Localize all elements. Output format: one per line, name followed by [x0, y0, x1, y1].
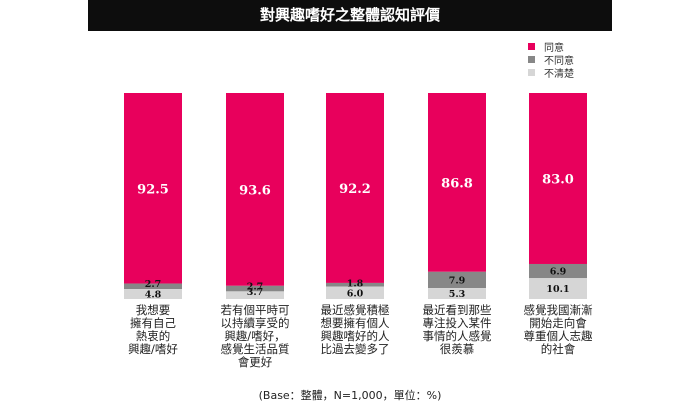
category-label: 感覺我國漸漸 開始走向會 尊重個人志趣 的社會	[523, 303, 593, 356]
legend-swatch-unsure	[528, 69, 535, 76]
data-label-agree: 92.5	[137, 182, 169, 197]
legend-item-agree: 同意	[528, 40, 574, 54]
bar-segment-unsure	[226, 291, 284, 299]
data-label-agree: 83.0	[542, 172, 574, 187]
data-label-unsure: 10.1	[546, 284, 569, 295]
bar-segment-disagree	[124, 283, 182, 290]
data-label-disagree: 2.7	[247, 281, 264, 292]
bar-segment-unsure	[529, 278, 587, 299]
footnote: (Base：整體，N=1,000，單位：%)	[258, 389, 442, 402]
legend: 同意 不同意 不清楚	[528, 40, 574, 80]
category-label: 我想要 擁有自己 熱衷的 興趣/嗜好	[128, 303, 178, 356]
data-label-agree: 93.6	[239, 183, 271, 198]
bar-segment-unsure	[326, 286, 384, 299]
bar-segment-agree	[428, 93, 486, 272]
legend-swatch-agree	[528, 43, 535, 50]
legend-label-unsure: 不清楚	[544, 69, 574, 80]
bar-segment-disagree	[226, 285, 284, 292]
data-label-unsure: 6.0	[347, 288, 364, 299]
data-label-disagree: 1.8	[347, 278, 364, 289]
category-label: 若有個平時可 以持續享受的 興趣/嗜好， 感覺生活品質 會更好	[220, 303, 290, 369]
bar-segment-disagree	[529, 263, 587, 279]
bar-segment-unsure	[124, 289, 182, 299]
bar-segment-unsure	[428, 288, 486, 299]
bar-segment-disagree	[326, 282, 384, 287]
legend-label-disagree: 不同意	[544, 56, 574, 67]
data-label-disagree: 7.9	[449, 275, 466, 286]
bar-segment-agree	[226, 93, 284, 286]
legend-label-agree: 同意	[544, 43, 564, 54]
bar-segment-agree	[529, 93, 587, 264]
data-label-agree: 92.2	[339, 182, 371, 197]
legend-item-unsure: 不清楚	[528, 66, 574, 80]
bar-segment-agree	[326, 93, 384, 283]
data-label-unsure: 5.3	[449, 289, 466, 300]
legend-item-disagree: 不同意	[528, 53, 574, 67]
bar-segment-disagree	[428, 271, 486, 289]
data-label-unsure: 3.7	[247, 287, 264, 298]
data-label-disagree: 6.9	[550, 267, 567, 278]
category-label: 最近感覺積極 想要擁有個人 興趣嗜好的人 比過去變多了	[320, 303, 390, 356]
chart-title: 對興趣嗜好之整體認知評價	[88, 0, 612, 31]
data-label-unsure: 4.8	[145, 290, 162, 301]
data-label-disagree: 2.7	[145, 279, 162, 290]
category-label: 最近看到那些 專注投入某件 事情的人感覺 很羨慕	[422, 303, 492, 356]
data-label-agree: 86.8	[441, 176, 473, 191]
legend-swatch-disagree	[528, 56, 535, 63]
bar-segment-agree	[124, 93, 182, 284]
